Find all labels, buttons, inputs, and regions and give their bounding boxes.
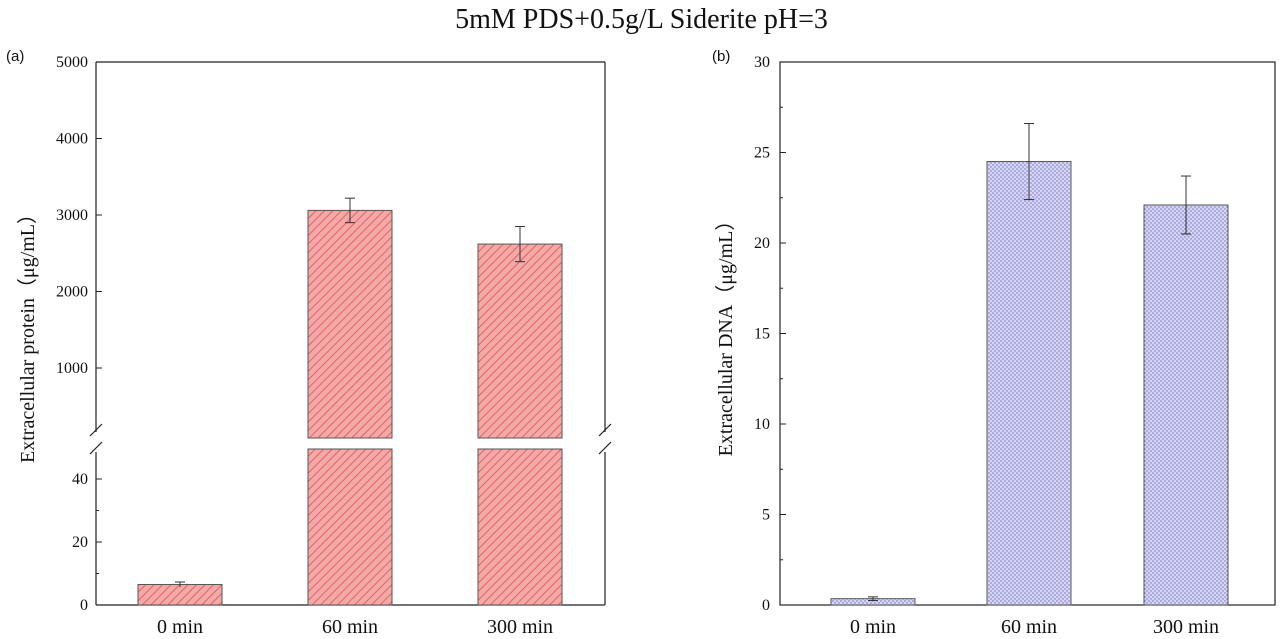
x-tick-label: 300 min <box>1153 616 1219 638</box>
x-tick-label: 0 min <box>157 616 203 638</box>
y-tick-label: 25 <box>754 145 770 162</box>
y-tick-label: 40 <box>72 471 88 488</box>
bar-60-min-lower <box>307 448 393 606</box>
break-mark-right-1 <box>598 423 612 437</box>
y-tick-label: 0 <box>80 597 88 614</box>
y-tick-label: 1000 <box>56 360 88 377</box>
y-axis-label: Extracellular protein（μg/mL） <box>16 204 39 463</box>
y-tick-label: 20 <box>72 534 88 551</box>
panel-b-label: (b) <box>712 48 731 65</box>
break-mark-right-2 <box>598 441 612 455</box>
y-tick-label: 30 <box>754 54 770 71</box>
bar-300-min-upper <box>477 243 563 439</box>
y-axis-label: Extracellular DNA（μg/mL） <box>714 211 737 457</box>
bar-300-min <box>1143 204 1229 606</box>
protein-bar-chart: 1000 2000 3000 4000 5000 0 20 40 Extracellular p… <box>16 54 612 638</box>
break-mark-left-1 <box>89 423 103 437</box>
y-tick-label: 0 <box>762 597 770 614</box>
break-mark-left-2 <box>89 441 103 455</box>
y-tick-label: 3000 <box>56 207 88 224</box>
y-tick-label: 15 <box>754 326 770 343</box>
bar-60-min <box>986 161 1072 606</box>
y-tick-label: 5000 <box>56 54 88 71</box>
x-tick-label: 300 min <box>487 616 553 638</box>
panel-a-label: (a) <box>6 48 25 65</box>
y-tick-label: 4000 <box>56 131 88 148</box>
bar-60-min-upper <box>307 209 393 439</box>
y-tick-label: 5 <box>762 507 770 524</box>
x-tick-label: 60 min <box>322 616 378 638</box>
bar-0-min <box>137 584 223 606</box>
bar-300-min-lower <box>477 448 563 606</box>
chart-title: 5mM PDS+0.5g/L Siderite pH=3 <box>455 4 828 35</box>
dna-bar-chart: 0 5 10 15 20 25 30 Extracellular DNA（μg/mL） 0 mi… <box>714 54 1276 638</box>
x-tick-label: 60 min <box>1001 616 1057 638</box>
x-tick-label: 0 min <box>850 616 896 638</box>
y-tick-label: 20 <box>754 235 770 252</box>
y-tick-label: 2000 <box>56 284 88 301</box>
y-tick-label: 10 <box>754 416 770 433</box>
